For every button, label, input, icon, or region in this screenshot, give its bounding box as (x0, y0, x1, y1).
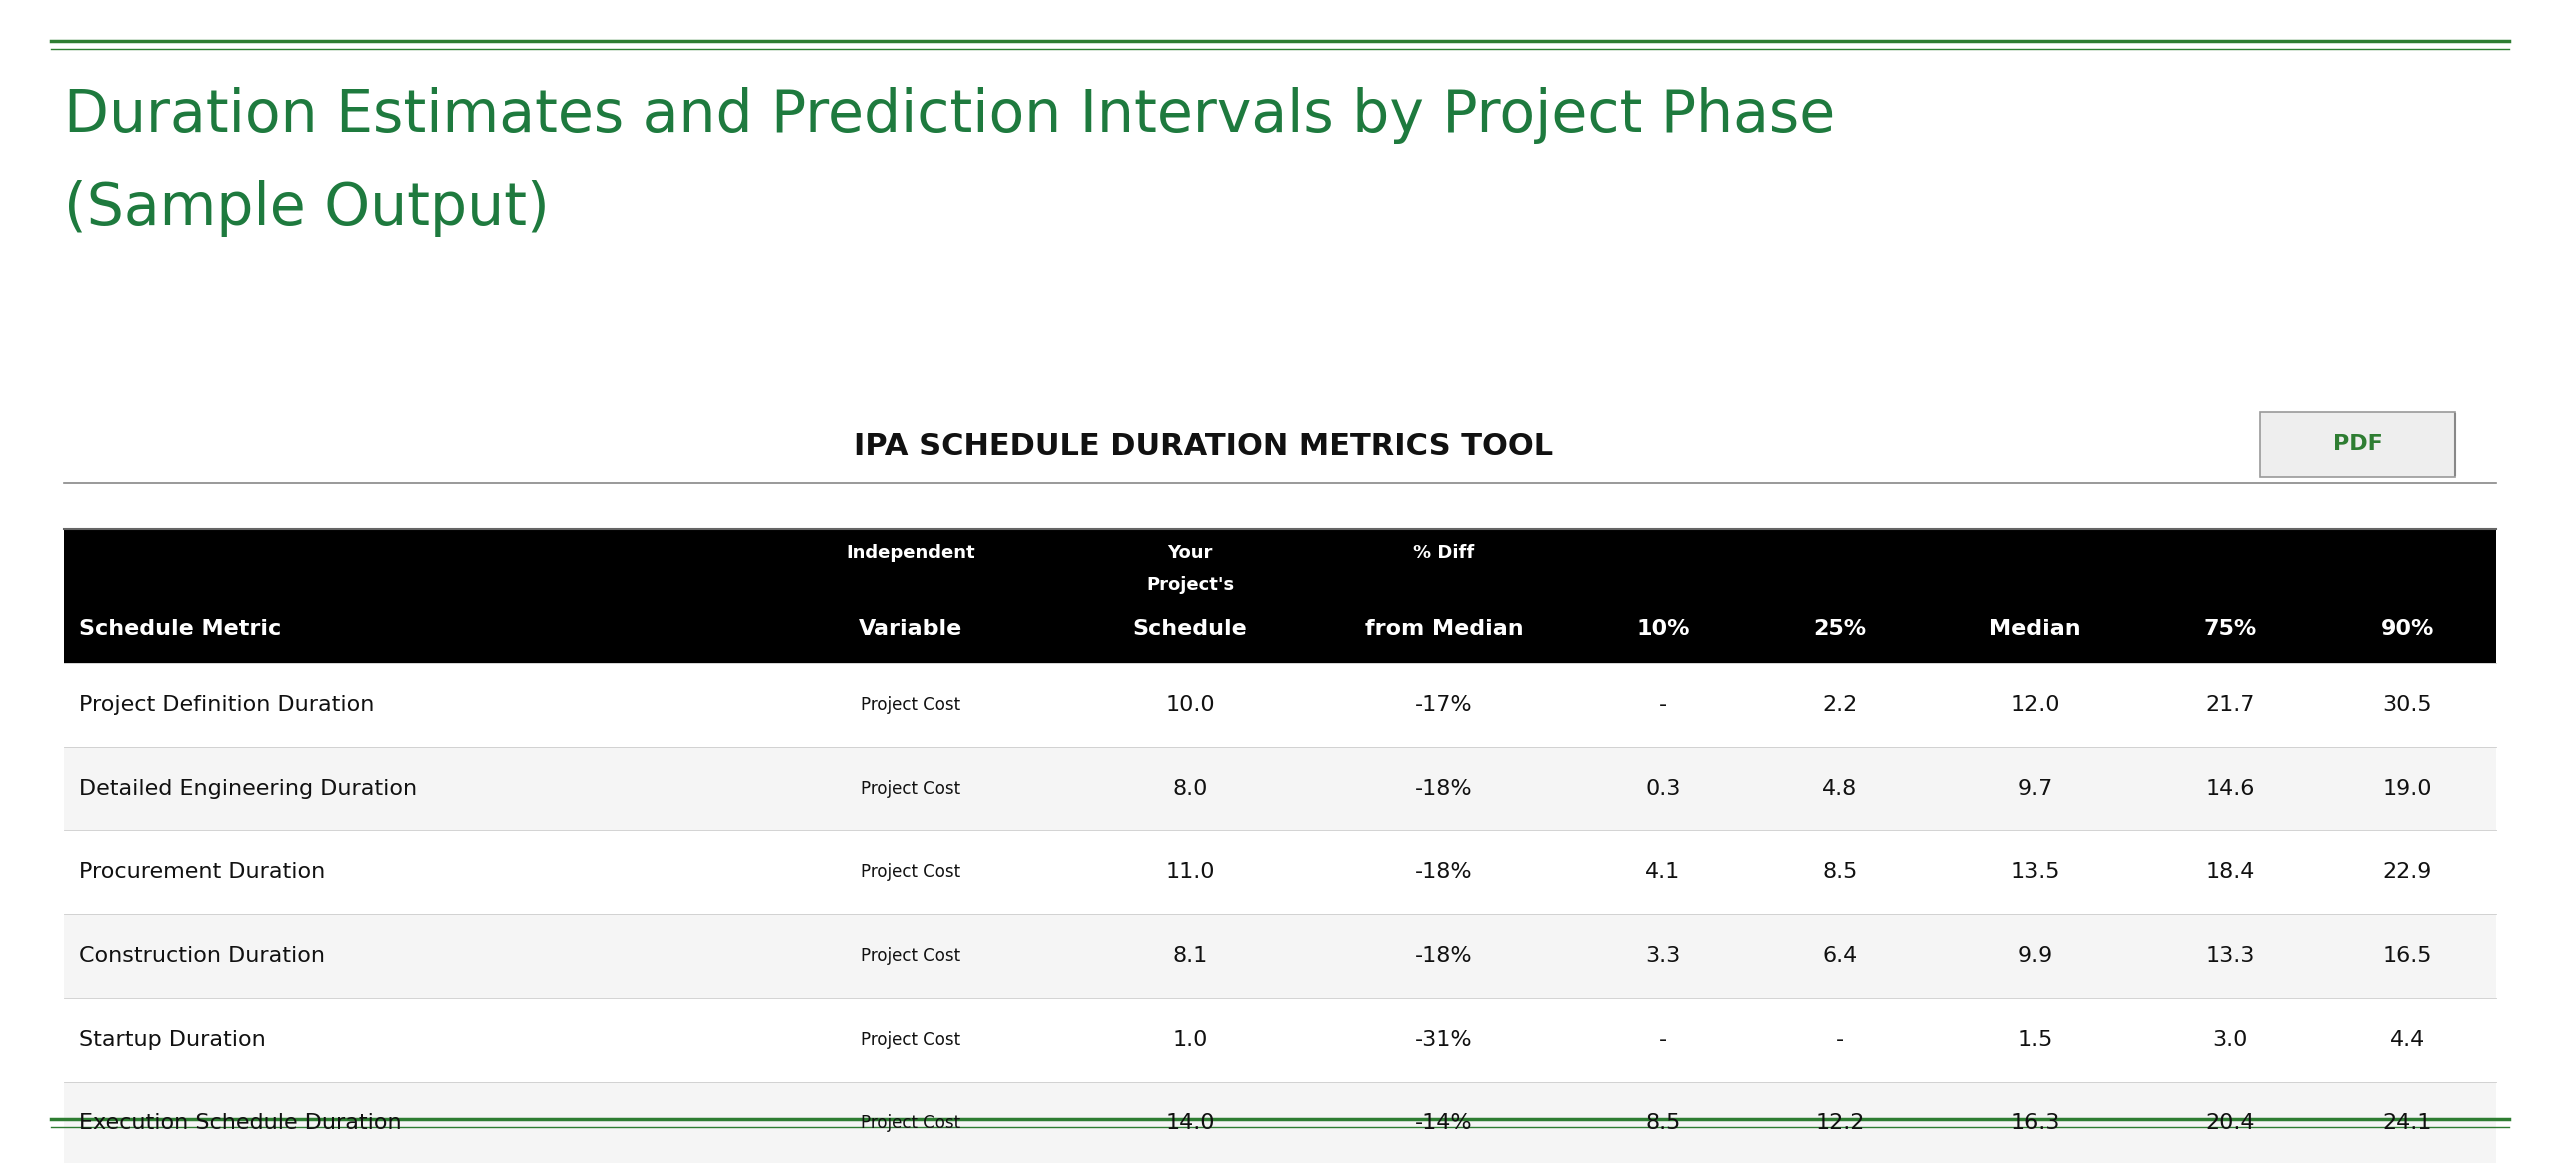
Text: 0.3: 0.3 (1646, 778, 1679, 799)
Text: Schedule: Schedule (1132, 620, 1247, 640)
Bar (64, 830, 2496, 914)
Text: 22.9: 22.9 (2383, 862, 2432, 883)
Text: 9.9: 9.9 (2017, 946, 2053, 966)
Text: Project Cost: Project Cost (860, 779, 960, 798)
Text: 21.7: 21.7 (2207, 694, 2255, 715)
Text: 4.8: 4.8 (1823, 778, 1859, 799)
FancyBboxPatch shape (2260, 412, 2455, 477)
Text: -: - (1659, 694, 1667, 715)
Text: 14.0: 14.0 (1165, 1113, 1216, 1134)
Text: 16.5: 16.5 (2383, 946, 2432, 966)
Text: 11.0: 11.0 (1165, 862, 1216, 883)
Text: -18%: -18% (1416, 862, 1472, 883)
Text: 4.1: 4.1 (1646, 862, 1679, 883)
Text: 1.5: 1.5 (2017, 1029, 2053, 1050)
Text: Detailed Engineering Duration: Detailed Engineering Duration (79, 778, 417, 799)
Text: 3.0: 3.0 (2212, 1029, 2248, 1050)
Text: 13.5: 13.5 (2010, 862, 2061, 883)
Text: -18%: -18% (1416, 778, 1472, 799)
Text: Project's: Project's (1147, 577, 1234, 594)
Text: % Diff: % Diff (1413, 544, 1475, 562)
Text: 8.1: 8.1 (1172, 946, 1208, 966)
Text: 19.0: 19.0 (2383, 778, 2432, 799)
Bar (64, 914, 2496, 998)
Text: Variable: Variable (858, 620, 963, 640)
Text: -18%: -18% (1416, 946, 1472, 966)
Text: 14.6: 14.6 (2207, 778, 2255, 799)
Bar (64, 663, 2496, 747)
Bar (64, 529, 2496, 663)
Text: Project Cost: Project Cost (860, 863, 960, 882)
Text: (Sample Output): (Sample Output) (64, 180, 550, 237)
Text: Construction Duration: Construction Duration (79, 946, 325, 966)
Text: Project Cost: Project Cost (860, 947, 960, 965)
Text: 8.5: 8.5 (1646, 1113, 1679, 1134)
Text: 75%: 75% (2204, 620, 2258, 640)
Text: Your: Your (1167, 544, 1213, 562)
Text: from Median: from Median (1364, 620, 1523, 640)
Text: 9.7: 9.7 (2017, 778, 2053, 799)
Text: Project Cost: Project Cost (860, 695, 960, 714)
Text: 4.4: 4.4 (2391, 1029, 2424, 1050)
Text: 8.0: 8.0 (1172, 778, 1208, 799)
Text: 1.0: 1.0 (1172, 1029, 1208, 1050)
Text: 2.2: 2.2 (1823, 694, 1859, 715)
Text: -14%: -14% (1416, 1113, 1472, 1134)
Text: IPA SCHEDULE DURATION METRICS TOOL: IPA SCHEDULE DURATION METRICS TOOL (852, 433, 1554, 461)
Text: 24.1: 24.1 (2383, 1113, 2432, 1134)
Text: 18.4: 18.4 (2207, 862, 2255, 883)
Text: 30.5: 30.5 (2383, 694, 2432, 715)
Text: 10.0: 10.0 (1165, 694, 1216, 715)
Text: Startup Duration: Startup Duration (79, 1029, 266, 1050)
Text: 10%: 10% (1636, 620, 1690, 640)
Text: 8.5: 8.5 (1823, 862, 1859, 883)
Text: Independent: Independent (845, 544, 975, 562)
Text: 25%: 25% (1812, 620, 1866, 640)
Text: 3.3: 3.3 (1646, 946, 1679, 966)
Text: 13.3: 13.3 (2207, 946, 2255, 966)
Text: Schedule Metric: Schedule Metric (79, 620, 282, 640)
Bar (64, 1082, 2496, 1163)
Text: 12.0: 12.0 (2010, 694, 2061, 715)
Text: 90%: 90% (2381, 620, 2435, 640)
Text: -31%: -31% (1416, 1029, 1472, 1050)
Text: Project Definition Duration: Project Definition Duration (79, 694, 374, 715)
Text: 16.3: 16.3 (2010, 1113, 2061, 1134)
Text: Duration Estimates and Prediction Intervals by Project Phase: Duration Estimates and Prediction Interv… (64, 87, 1836, 144)
Bar (64, 998, 2496, 1082)
Text: Procurement Duration: Procurement Duration (79, 862, 325, 883)
Text: Project Cost: Project Cost (860, 1114, 960, 1133)
Text: 6.4: 6.4 (1823, 946, 1859, 966)
Text: PDF: PDF (2332, 434, 2383, 455)
Text: 20.4: 20.4 (2207, 1113, 2255, 1134)
Text: Execution Schedule Duration: Execution Schedule Duration (79, 1113, 402, 1134)
Text: -17%: -17% (1416, 694, 1472, 715)
Text: Project Cost: Project Cost (860, 1030, 960, 1049)
Text: -: - (1659, 1029, 1667, 1050)
Text: -: - (1836, 1029, 1843, 1050)
Text: 12.2: 12.2 (1815, 1113, 1864, 1134)
Text: Median: Median (1989, 620, 2081, 640)
Bar (64, 747, 2496, 830)
